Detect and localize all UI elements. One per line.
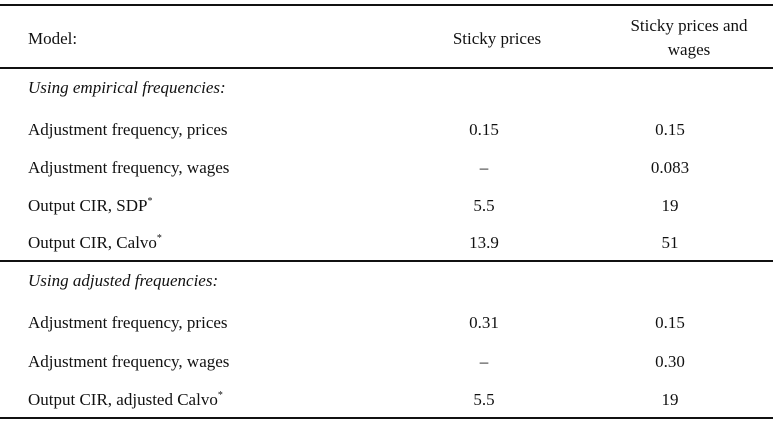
header-cell: Sticky prices <box>452 29 542 48</box>
label-text: Output CIR, adjusted Calvo <box>28 390 218 409</box>
row-label: Adjustment frequency, prices <box>28 119 228 141</box>
row-label: Output CIR, adjusted Calvo* <box>28 389 223 411</box>
value-cell: 19 <box>661 196 679 215</box>
value-cell: 0.30 <box>655 352 685 371</box>
header-cell: Sticky prices and wages <box>630 16 748 59</box>
value-cell: 5.5 <box>473 196 495 215</box>
value-cell: – <box>479 158 489 177</box>
value-cell: 0.31 <box>469 313 499 332</box>
row-label: Output CIR, SDP* <box>28 195 153 217</box>
label-text: Output CIR, SDP <box>28 196 148 215</box>
value-cell: 0.15 <box>655 120 685 139</box>
bottom-rule <box>0 417 773 419</box>
footnote-mark: * <box>217 390 223 401</box>
row-label: Adjustment frequency, wages <box>28 351 229 373</box>
value-cell: – <box>479 352 489 371</box>
label-text: Adjustment frequency, prices <box>28 120 228 139</box>
value-cell: 0.15 <box>469 120 499 139</box>
section-rule <box>0 260 773 262</box>
row-label: Adjustment frequency, prices <box>28 312 228 334</box>
value-cell: 0.15 <box>655 313 685 332</box>
label-text: Adjustment frequency, wages <box>28 352 230 371</box>
label-text: Adjustment frequency, prices <box>28 313 228 332</box>
top-rule <box>0 4 773 6</box>
label-text: Adjustment frequency, wages <box>28 158 230 177</box>
value-cell: 13.9 <box>469 233 499 252</box>
footnote-mark: * <box>147 196 153 207</box>
value-cell: 19 <box>661 390 679 409</box>
footnote-mark: * <box>156 233 162 244</box>
value-cell: 5.5 <box>473 390 495 409</box>
value-cell: 0.083 <box>650 158 690 177</box>
value-cell: 51 <box>661 233 679 252</box>
label-text: Output CIR, Calvo <box>28 233 157 252</box>
row-label: Adjustment frequency, wages <box>28 157 229 179</box>
row-label: Output CIR, Calvo* <box>28 232 162 254</box>
header-cell: Model: <box>28 29 78 48</box>
section-title: Using adjusted frequencies: <box>28 271 219 290</box>
header-rule <box>0 67 773 69</box>
section-title: Using empirical frequencies: <box>28 78 226 97</box>
